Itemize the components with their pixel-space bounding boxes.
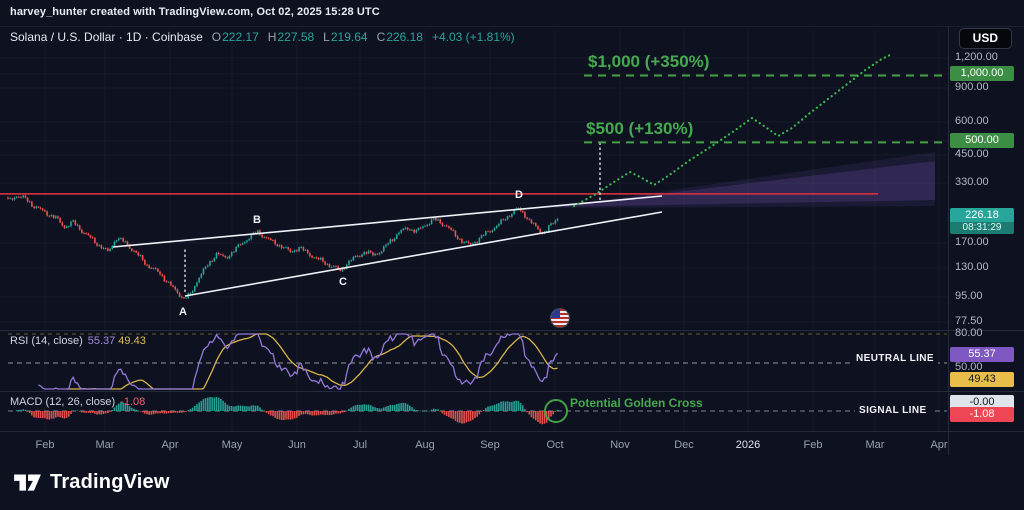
currency-toggle-button[interactable]: USD: [958, 28, 1012, 49]
current-price-badge: 226.18 08:31:29: [950, 208, 1014, 234]
macd-histogram: [15, 397, 559, 425]
ohlc-open: O222.17: [212, 30, 259, 44]
ohlc-close-value: 226.18: [386, 30, 423, 44]
trendline[interactable]: [112, 195, 663, 248]
pattern-point-label-a[interactable]: A: [179, 306, 187, 318]
neutral-line-label[interactable]: NEUTRAL LINE: [852, 353, 938, 364]
macd-axis-label: -0.00: [950, 395, 1014, 410]
time-axis-month-label: Oct: [546, 439, 564, 451]
trendline[interactable]: [184, 211, 663, 297]
ohlc-open-value: 222.17: [222, 30, 259, 44]
tradingview-logo[interactable]: TradingView: [12, 467, 170, 497]
rsi-axis-label: 80.00: [955, 327, 983, 339]
time-axis-month-label: Mar: [865, 439, 885, 451]
tradingview-logo-text: TradingView: [50, 470, 170, 493]
rsi-ma-value: 49.43: [118, 335, 146, 347]
golden-cross-circle[interactable]: [544, 399, 568, 423]
attribution-text: harvey_hunter created with TradingView.c…: [10, 6, 380, 18]
macd-title-text: MACD (12, 26, close): [10, 396, 116, 408]
price-axis-label: 1,000.00: [950, 66, 1014, 81]
rsi-indicator-title: RSI (14, close) 55.37 49.43: [10, 335, 146, 347]
price-axis-label: 95.00: [955, 290, 983, 302]
macd-value: -1.08: [120, 396, 146, 408]
price-axis-label: 130.00: [955, 261, 989, 273]
rsi-axis-label: 55.37: [950, 347, 1014, 362]
golden-cross-label[interactable]: Potential Golden Cross: [570, 396, 703, 410]
pattern-point-label-d[interactable]: D: [515, 189, 523, 201]
symbol-title[interactable]: Solana / U.S. Dollar · 1D · Coinbase: [10, 30, 203, 44]
rsi-axis-label: 49.43: [950, 372, 1014, 387]
price-axis-label: 330.00: [955, 176, 989, 188]
time-axis-month-label: Apr: [930, 439, 948, 451]
time-axis-month-label: Sep: [480, 439, 500, 451]
time-axis-month-label: Jul: [352, 439, 368, 451]
time-axis-month-label: Jun: [288, 439, 306, 451]
signal-line-label[interactable]: SIGNAL LINE: [855, 405, 931, 416]
time-axis-month-label: Feb: [803, 439, 823, 451]
ohlc-open-letter: O: [211, 30, 222, 44]
grid: [0, 30, 948, 432]
rsi-line: [38, 333, 559, 390]
price-axis-label: 500.00: [950, 133, 1014, 148]
projection-wedge-core: [552, 161, 935, 207]
price-target-500-label[interactable]: $500 (+130%): [586, 119, 694, 138]
projection-path[interactable]: [572, 52, 894, 208]
ohlc-high: H227.58: [268, 30, 314, 44]
price-axis-label: 77.50: [955, 315, 983, 327]
bar-countdown-timer: 08:31:29: [950, 222, 1014, 234]
time-axis-month-label: Feb: [35, 439, 55, 451]
rsi-value: 55.37: [87, 335, 116, 347]
us-flag-icon[interactable]: [551, 309, 569, 327]
price-axis-label: 600.00: [955, 115, 989, 127]
rsi-ma-line: [66, 333, 558, 390]
us-flag-canton: [551, 309, 560, 318]
ohlc-close-letter: C: [376, 30, 386, 44]
rsi-axis-label: 50.00: [955, 361, 983, 373]
tradingview-logo-icon: [14, 474, 41, 491]
ohlc-high-letter: H: [267, 30, 277, 44]
time-axis-month-label: Mar: [95, 439, 115, 451]
time-axis-month-label: Nov: [610, 439, 630, 451]
price-axis-label: 450.00: [955, 148, 989, 160]
current-price-value: 226.18: [950, 208, 1014, 222]
change-value: +4.03 (+1.81%): [431, 30, 515, 44]
time-axis-month-label: Aug: [415, 439, 435, 451]
rsi-title-text: RSI (14, close): [10, 335, 83, 347]
price-axis-label: 1,200.00: [955, 51, 998, 63]
pattern-point-label-c[interactable]: C: [339, 276, 347, 288]
candlestick-series: [7, 194, 559, 299]
time-scale[interactable]: Feb Mar Apr May Jun Jul Aug Sep Oct Nov Dec 2026 Feb…: [0, 432, 948, 455]
time-axis-month-label: May: [221, 439, 243, 451]
pattern-point-label-b[interactable]: B: [253, 214, 261, 226]
ohlc-high-value: 227.58: [277, 30, 315, 44]
price-target-1000-label[interactable]: $1,000 (+350%): [588, 52, 710, 71]
price-axis-label: 170.00: [955, 236, 989, 248]
time-axis-year-label: 2026: [735, 439, 761, 451]
ohlc-close: C226.18: [377, 30, 423, 44]
time-axis-month-label: Apr: [161, 439, 179, 451]
macd-indicator-title: MACD (12, 26, close) -1.08: [10, 396, 145, 408]
ohlc-low-letter: L: [323, 30, 330, 44]
ohlc-low: L219.64: [323, 30, 367, 44]
price-scale[interactable]: 1,200.00 1,000.00 900.00 600.00 500.00 450.00…: [948, 0, 1024, 455]
macd-axis-label: -1.08: [950, 407, 1014, 422]
price-axis-label: 900.00: [955, 81, 989, 93]
ohlc-low-value: 219.64: [330, 30, 368, 44]
time-axis-month-label: Dec: [674, 439, 694, 451]
chart-legend: Solana / U.S. Dollar · 1D · Coinbase O22…: [10, 30, 515, 44]
